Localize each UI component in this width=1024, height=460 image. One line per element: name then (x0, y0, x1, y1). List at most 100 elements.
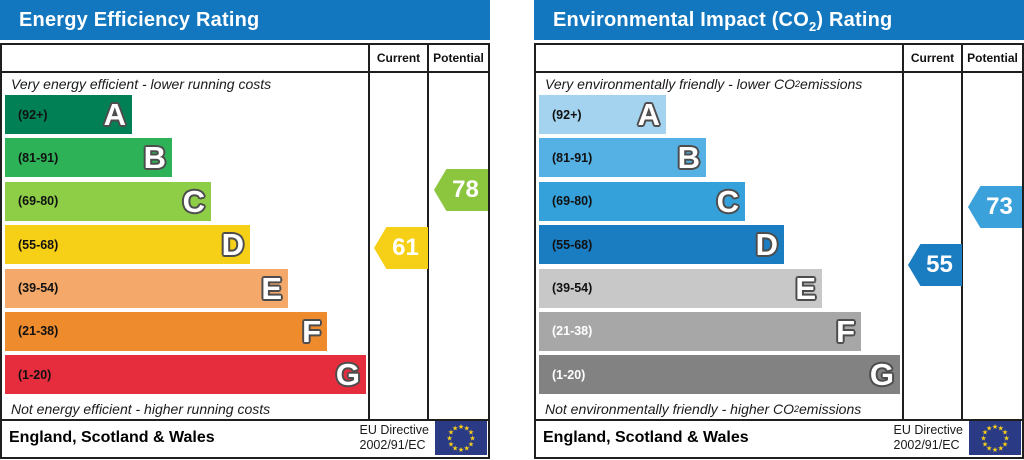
band-row-a: (92+) A (536, 95, 1022, 138)
svg-text:★: ★ (986, 445, 992, 453)
band-bar-c: (69-80) C (5, 181, 211, 221)
potential-column-header: Potential (961, 45, 1022, 71)
current-rating-value: 55 (926, 251, 953, 278)
top-scale-text: Very energy efficient - lower running co… (11, 76, 272, 92)
band-bar-e: (39-54) E (539, 268, 822, 308)
band-row-c: (69-80) C (2, 181, 488, 225)
current-column-header: Current (902, 45, 961, 71)
band-bar-b: (81-91) B (5, 138, 172, 178)
energy-chart-area: Very energy efficient - lower running co… (2, 73, 488, 419)
band-letter: A (103, 97, 126, 132)
eu-directive-line1: EU Directive (893, 423, 963, 437)
energy-efficiency-title: Energy Efficiency Rating (0, 0, 490, 40)
band-letter: E (795, 270, 816, 306)
svg-text:★: ★ (468, 440, 474, 448)
band-row-a: (92+) A (2, 95, 488, 138)
band-range-label: (21-38) (18, 324, 59, 339)
eu-directive-label: EU Directive 2002/91/EC (894, 423, 963, 453)
svg-text:★: ★ (464, 445, 470, 453)
band-bar-g: (1-20) G (5, 355, 366, 395)
potential-column-header: Potential (427, 45, 488, 71)
svg-text:★: ★ (448, 440, 454, 448)
svg-text:★: ★ (446, 435, 452, 443)
svg-text:★: ★ (452, 425, 458, 433)
band-range-label: (39-54) (18, 281, 59, 296)
band-letter: G (869, 357, 894, 393)
potential-column-divider (961, 73, 963, 419)
band-bar-c: (69-80) C (539, 181, 745, 221)
band-range-label: (21-38) (552, 324, 593, 339)
band-row-f: (21-38) F (536, 311, 1022, 355)
band-range-label: (39-54) (552, 281, 593, 296)
bottom-scale-label: Not energy efficient - higher running co… (2, 399, 488, 419)
title-subscript: 2 (808, 19, 817, 34)
svg-text:★: ★ (980, 435, 986, 443)
column-header-row: Current Potential (536, 45, 1022, 73)
bottom-scale-label: Not environmentally friendly - higher CO… (536, 399, 1022, 419)
band-row-g: (1-20) G (536, 355, 1022, 398)
svg-text:★: ★ (448, 429, 454, 437)
current-column-divider (902, 73, 904, 419)
band-bar-a: (92+) A (5, 95, 132, 134)
svg-text:★: ★ (1002, 429, 1008, 437)
band-letter: F (836, 313, 855, 349)
band-letter: F (302, 313, 321, 349)
current-rating-arrow: 55 (908, 244, 962, 286)
band-letter: D (755, 227, 778, 263)
svg-text:★: ★ (982, 429, 988, 437)
band-letter: E (261, 270, 282, 306)
column-header-spacer (2, 45, 368, 71)
potential-rating-arrow: 73 (968, 186, 1022, 228)
top-scale-label: Very energy efficient - lower running co… (2, 73, 488, 95)
current-column-divider (368, 73, 370, 419)
eu-directive-line2: 2002/91/EC (893, 438, 960, 452)
footer-row: England, Scotland & Wales EU Directive 2… (536, 419, 1022, 455)
environmental-impact-panel: Environmental Impact (CO2) Rating Curren… (534, 0, 1024, 459)
band-row-d: (55-68) D (2, 225, 488, 268)
current-rating-value: 61 (392, 234, 419, 261)
footer-row: England, Scotland & Wales EU Directive 2… (2, 419, 488, 455)
eu-flag-stars: ★★★ ★★★ ★★★ ★ ★★ (980, 423, 1009, 454)
svg-text:★: ★ (452, 445, 458, 453)
band-row-d: (55-68) D (536, 225, 1022, 268)
title-text-post: ) Rating (816, 9, 893, 31)
svg-text:★: ★ (469, 435, 475, 443)
svg-text:★: ★ (986, 425, 992, 433)
svg-text:★: ★ (468, 429, 474, 437)
band-row-b: (81-91) B (2, 138, 488, 181)
band-letter: G (335, 357, 360, 393)
bottom-scale-text: Not environmentally friendly - higher CO (545, 400, 794, 417)
svg-text:★: ★ (992, 446, 998, 454)
band-bar-g: (1-20) G (539, 355, 900, 395)
top-scale-subscript: 2 (795, 79, 801, 89)
current-column-header: Current (368, 45, 427, 71)
region-label: England, Scotland & Wales (9, 429, 215, 446)
band-row-g: (1-20) G (2, 355, 488, 398)
potential-rating-value: 78 (452, 176, 479, 203)
energy-rating-table: Current Potential Very energy efficient … (0, 43, 490, 459)
band-range-label: (55-68) (18, 237, 59, 252)
band-bar-f: (21-38) F (5, 311, 327, 351)
eu-flag-icon: ★★★ ★★★ ★★★ ★ ★★ (435, 421, 487, 455)
energy-efficiency-panel: Energy Efficiency Rating Current Potenti… (0, 0, 490, 459)
band-range-label: (81-91) (552, 150, 593, 165)
band-range-label: (1-20) (18, 367, 52, 382)
band-bar-e: (39-54) E (5, 268, 288, 308)
potential-column-divider (427, 73, 429, 419)
environmental-impact-title: Environmental Impact (CO2) Rating (534, 0, 1024, 40)
co2-rating-table: Current Potential Very environmentally f… (534, 43, 1024, 459)
band-range-label: (69-80) (552, 194, 593, 209)
bottom-scale-text-post: emissions (799, 400, 862, 417)
band-letter: C (182, 183, 205, 219)
band-range-label: (92+) (18, 107, 48, 122)
potential-rating-value: 73 (986, 193, 1013, 220)
band-row-b: (81-91) B (536, 138, 1022, 181)
top-scale-text-post: emissions (800, 76, 863, 92)
band-bar-a: (92+) A (539, 95, 666, 134)
svg-text:★: ★ (1002, 440, 1008, 448)
band-letter: D (221, 227, 244, 263)
eu-flag-icon: ★★★ ★★★ ★★★ ★ ★★ (969, 421, 1021, 455)
band-row-e: (39-54) E (2, 268, 488, 312)
band-letter: B (143, 140, 166, 176)
